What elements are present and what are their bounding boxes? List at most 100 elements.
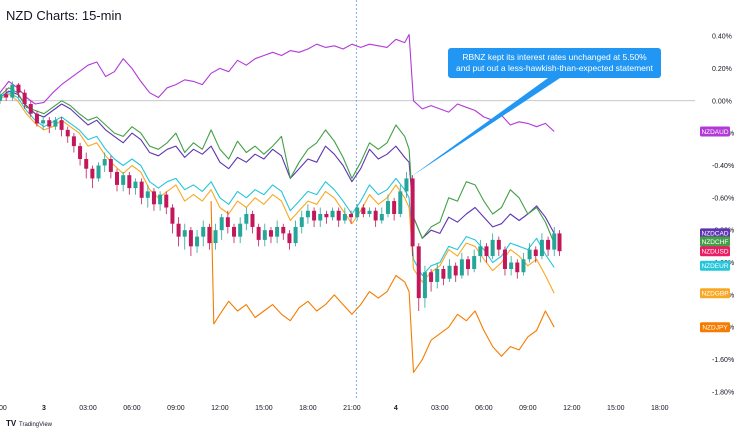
candle-body xyxy=(22,92,27,105)
candle-body xyxy=(496,239,501,250)
x-tick-label: 03:00 xyxy=(431,405,449,412)
y-tick-label: 0.20% xyxy=(712,66,732,73)
candle-body xyxy=(59,120,64,130)
x-tick-label: 3 xyxy=(42,405,46,412)
series-tag-label: NZDUSD xyxy=(701,249,728,256)
candle-body xyxy=(268,230,273,237)
candle-body xyxy=(502,249,507,269)
candle-body xyxy=(182,230,187,237)
candle-body xyxy=(484,246,489,257)
candle-body xyxy=(275,226,280,237)
series-tag-bg xyxy=(700,288,730,299)
candle-body xyxy=(4,94,9,98)
candle-body xyxy=(281,226,286,234)
candle-body xyxy=(213,230,218,244)
candle-body xyxy=(552,233,557,250)
candle-body xyxy=(96,165,101,179)
candle-body xyxy=(71,136,76,147)
candle-body xyxy=(342,214,347,221)
candle-body xyxy=(164,194,169,208)
series-tag-nzdusd: NZDUSD xyxy=(700,246,730,257)
series-tag-bg xyxy=(700,260,730,271)
candle-body xyxy=(102,159,107,166)
candle-body xyxy=(466,259,471,269)
candle-body xyxy=(336,210,341,221)
candle-body xyxy=(287,233,292,244)
series-tag-label: NZDJPY xyxy=(702,325,728,332)
series-tag-nzdcad: NZDCAD xyxy=(700,228,730,239)
annotation-line-2: and put out a less-hawkish-than-expected… xyxy=(456,63,654,73)
candle-body xyxy=(250,214,255,227)
candle-body xyxy=(219,217,224,231)
y-tick-label: -1.60% xyxy=(712,357,734,364)
candle-body xyxy=(256,226,261,240)
candle-body xyxy=(441,268,446,279)
candle-body xyxy=(53,120,58,127)
candle-body xyxy=(330,210,335,218)
candle-body xyxy=(459,259,464,276)
candle-body xyxy=(225,217,230,227)
x-tick-label: 15:00 xyxy=(255,405,273,412)
candle-body xyxy=(151,191,156,205)
candle-body xyxy=(447,265,452,279)
candle-body xyxy=(207,226,212,244)
chart-title: NZD Charts: 15-min xyxy=(6,8,122,23)
candle-body xyxy=(533,249,538,257)
candle-body xyxy=(367,210,372,214)
series-line-nzdgbp xyxy=(0,93,555,294)
candle-body xyxy=(299,217,304,227)
series-tag-label: NZDAUD xyxy=(701,129,728,136)
candle-body xyxy=(244,214,249,224)
x-tick-label: 4 xyxy=(394,405,398,412)
x-tick-label: 06:00 xyxy=(475,405,493,412)
x-tick-label: 06:00 xyxy=(123,405,141,412)
series-tag-label: NZDEUR xyxy=(701,263,728,270)
candle-body xyxy=(312,210,317,221)
series-line-nzdchf xyxy=(0,87,555,244)
candle-body xyxy=(429,272,434,282)
series-tag-bg xyxy=(700,246,730,257)
candle-body xyxy=(361,207,366,214)
candle-body xyxy=(188,230,193,247)
candle-body xyxy=(78,146,83,160)
series-line-nzdcad xyxy=(0,90,555,239)
candle-body xyxy=(318,214,323,221)
candle-body xyxy=(546,239,551,250)
series-tag-nzdgbp: NZDGBP xyxy=(700,288,730,299)
candle-body xyxy=(557,233,562,252)
series-tag-bg xyxy=(700,228,730,239)
series-tag-label: NZDGBP xyxy=(701,291,728,298)
candle-body xyxy=(410,178,415,247)
candle-body xyxy=(65,129,70,137)
candle-body xyxy=(0,94,2,101)
candle-body xyxy=(453,265,458,276)
x-tick-label: 12:00 xyxy=(563,405,581,412)
series-tag-label: NZDCAD xyxy=(701,231,728,238)
candle-body xyxy=(509,262,514,269)
candle-body xyxy=(195,236,200,247)
candle-body xyxy=(515,262,520,273)
candle-body xyxy=(158,194,163,205)
x-tick-label: 09:00 xyxy=(519,405,537,412)
y-tick-label: -0.40% xyxy=(712,163,734,170)
candle-body xyxy=(355,207,360,218)
candle-body xyxy=(238,223,243,237)
y-tick-label: -0.60% xyxy=(712,195,734,202)
candle-body xyxy=(472,256,477,269)
watermark-text: TradingView xyxy=(19,422,53,428)
candle-body xyxy=(41,120,46,124)
series-tag-bg xyxy=(700,322,730,333)
candle-body xyxy=(379,214,384,221)
candle-body xyxy=(539,239,544,257)
y-tick-label: -1.80% xyxy=(712,389,734,396)
candle-body xyxy=(349,214,354,218)
annotation-box xyxy=(448,48,661,78)
candle-body xyxy=(305,210,310,218)
candle-body xyxy=(121,175,126,185)
candle-body xyxy=(16,84,21,93)
x-tick-label: 09:00 xyxy=(167,405,185,412)
candle-body xyxy=(490,239,495,257)
candle-body xyxy=(324,214,329,218)
